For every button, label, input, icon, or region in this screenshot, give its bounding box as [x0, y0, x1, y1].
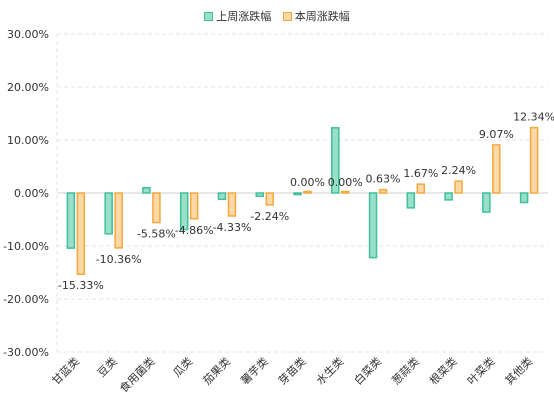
- data-label: -5.58%: [137, 228, 176, 241]
- bar-this-week: [529, 126, 539, 194]
- bar-this-week: [152, 192, 161, 224]
- bar-this-week: [303, 190, 312, 194]
- bar-last-week: [293, 192, 302, 196]
- legend-item-last-week[interactable]: 上周涨跌幅: [204, 8, 271, 24]
- data-label: 0.00%: [290, 176, 325, 189]
- y-tick-label: -20.00%: [3, 293, 49, 306]
- bar-this-week: [492, 144, 501, 194]
- bar-last-week: [444, 192, 453, 201]
- data-label: 12.34%: [513, 111, 554, 124]
- legend: 上周涨跌幅 本周涨跌幅: [0, 8, 554, 24]
- y-tick-label: -10.00%: [3, 240, 49, 253]
- x-tick-label: 根菜类: [426, 354, 459, 387]
- bar-this-week: [76, 192, 86, 275]
- bar-this-week: [454, 180, 463, 194]
- x-tick-label: 茄果类: [200, 354, 233, 387]
- bar-last-week: [217, 192, 227, 201]
- bar-this-week: [416, 183, 426, 194]
- x-tick-label: 食用菌类: [117, 354, 158, 395]
- y-tick-label: 30.00%: [7, 28, 49, 41]
- bar-this-week: [189, 192, 199, 220]
- y-tick-label: 0.00%: [14, 187, 49, 200]
- x-tick-label: 白菜类: [351, 354, 384, 387]
- data-label: -4.86%: [175, 224, 214, 237]
- data-label: 2.24%: [441, 164, 476, 177]
- x-tick-label: 豆类: [94, 354, 119, 379]
- data-label: -10.36%: [96, 253, 142, 266]
- bar-last-week: [255, 192, 264, 197]
- data-label: -4.33%: [213, 221, 252, 234]
- data-label: -15.33%: [58, 279, 104, 292]
- bar-this-week: [378, 188, 388, 194]
- data-label: -2.24%: [250, 210, 289, 223]
- x-tick-label: 葱蒜类: [389, 354, 422, 387]
- data-label: 1.67%: [403, 167, 438, 180]
- x-tick-label: 薯芋类: [238, 354, 271, 387]
- x-tick-label: 叶菜类: [464, 354, 497, 387]
- bar-last-week: [331, 127, 340, 194]
- legend-swatch-last-week: [204, 11, 214, 21]
- y-tick-label: 10.00%: [7, 134, 49, 147]
- data-label: 0.63%: [366, 173, 401, 186]
- x-tick-label: 甘蓝类: [49, 354, 82, 387]
- bar-last-week: [406, 192, 416, 209]
- x-tick-label: 芽苗类: [275, 354, 308, 387]
- bar-last-week: [519, 192, 529, 204]
- legend-swatch-this-week: [282, 11, 292, 21]
- legend-label-this-week: 本周涨跌幅: [294, 10, 350, 23]
- bar-this-week: [227, 192, 237, 217]
- bar-last-week: [142, 186, 151, 194]
- bar-this-week: [341, 190, 350, 194]
- y-tick-label: 20.00%: [7, 81, 49, 94]
- legend-item-this-week[interactable]: 本周涨跌幅: [282, 8, 350, 24]
- x-tick-label: 瓜类: [170, 354, 195, 379]
- bar-last-week: [482, 192, 491, 213]
- legend-label-last-week: 上周涨跌幅: [216, 10, 272, 23]
- data-label: 9.07%: [479, 128, 514, 141]
- bar-this-week: [265, 192, 274, 206]
- bar-this-week: [114, 192, 123, 249]
- x-tick-label: 其他类: [502, 354, 535, 387]
- bar-last-week: [104, 192, 113, 235]
- bar-last-week: [66, 192, 76, 249]
- bar-last-week: [368, 192, 378, 259]
- bar-last-week: [179, 192, 189, 231]
- x-tick-label: 水生类: [313, 354, 346, 387]
- data-label: 0.00%: [328, 176, 363, 189]
- y-tick-label: -30.00%: [3, 346, 49, 359]
